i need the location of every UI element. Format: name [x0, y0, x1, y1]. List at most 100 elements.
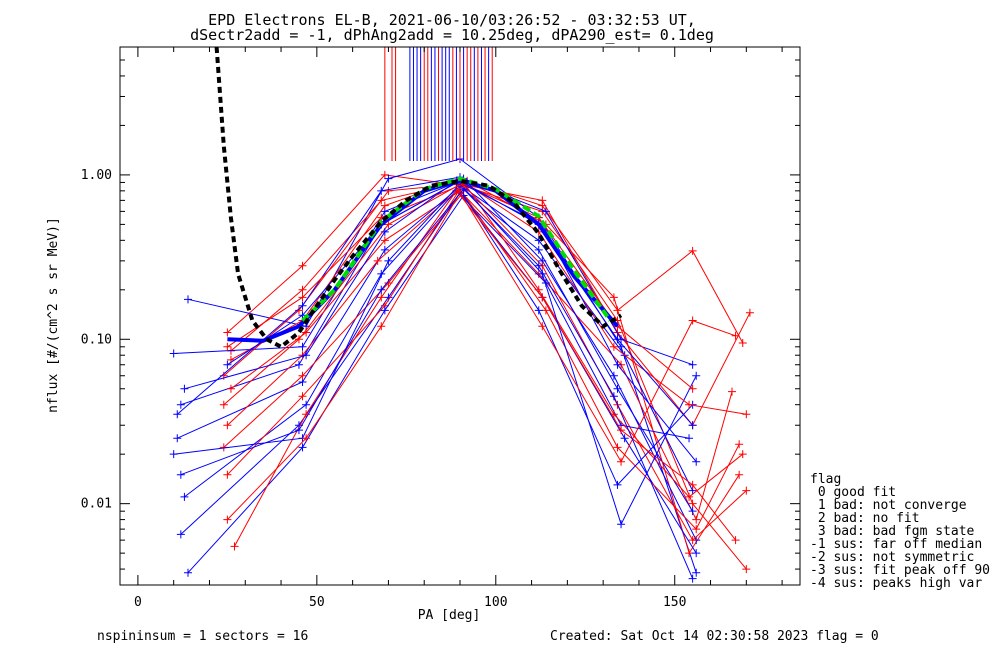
data-point — [538, 293, 547, 302]
data-point — [692, 515, 701, 524]
data-point — [377, 322, 386, 331]
series-line — [180, 188, 694, 579]
chart-title-line2: dSectr2add = -1, dPhAng2add = 10.25deg, … — [190, 26, 714, 44]
data-point — [685, 549, 694, 558]
data-point — [298, 443, 307, 452]
y-tick-label: 1.00 — [81, 168, 112, 183]
axis-layer: 0 50 100 150 0.01 0.10 1.00 — [81, 46, 800, 610]
data-point — [384, 256, 393, 265]
data-point — [298, 371, 307, 380]
data-point — [728, 387, 736, 396]
black-fit-line — [214, 47, 623, 350]
data-point — [617, 457, 626, 466]
data-point — [745, 308, 754, 317]
data-point — [377, 285, 386, 294]
data-point — [302, 351, 311, 360]
green-fit-line — [301, 176, 612, 323]
series-line — [180, 191, 697, 554]
data-point — [169, 450, 178, 459]
data-point — [384, 186, 393, 195]
chart-title-line1: EPD Electrons EL-B, 2021-06-10/03:26:52 … — [208, 11, 696, 29]
data-point — [609, 392, 618, 401]
data-point — [173, 434, 182, 443]
data-point — [384, 220, 393, 229]
y-axis-label: nflux [#/(cm^2 s sr MeV)] — [46, 217, 61, 413]
flag-legend-item: 3 bad: bad fgm state — [810, 524, 975, 539]
data-point — [377, 186, 386, 195]
data-point — [380, 170, 389, 179]
data-point — [688, 536, 697, 545]
x-tick-label: 150 — [663, 595, 686, 610]
data-point — [294, 306, 303, 315]
data-point — [298, 392, 307, 401]
data-point — [688, 574, 697, 583]
data-point — [294, 360, 303, 369]
data-point — [184, 295, 192, 304]
marker-layer — [384, 47, 493, 161]
data-point — [223, 342, 232, 351]
data-point — [738, 338, 747, 347]
data-point — [613, 480, 622, 489]
data-point — [184, 568, 192, 577]
data-point — [180, 492, 189, 501]
series-line — [227, 184, 747, 541]
fit-layer — [214, 47, 623, 350]
data-point — [692, 549, 701, 558]
data-point — [735, 440, 744, 449]
x-axis-label: PA [deg] — [418, 608, 481, 623]
flag-legend-item: -2 sus: not symmetric — [810, 550, 974, 565]
data-point — [534, 306, 543, 315]
series-line — [223, 181, 747, 415]
data-point — [302, 434, 311, 443]
data-point — [223, 360, 232, 369]
data-point — [742, 565, 751, 574]
data-point — [176, 400, 185, 409]
data-point — [738, 450, 747, 459]
series-line — [230, 180, 740, 555]
data-point — [613, 335, 622, 344]
x-tick-label: 0 — [134, 595, 142, 610]
data-point — [688, 507, 697, 516]
flag-legend-item: -4 sus: peaks high var — [810, 576, 982, 591]
data-point — [609, 293, 618, 302]
data-point — [692, 525, 701, 534]
data-point — [742, 410, 751, 419]
data-point — [380, 236, 389, 245]
y-tick-label: 0.01 — [81, 497, 112, 512]
series-line — [227, 180, 693, 426]
data-point — [688, 384, 697, 393]
data-point — [456, 188, 464, 197]
data-point — [380, 201, 389, 210]
data-point — [223, 515, 232, 524]
data-point — [731, 536, 740, 545]
series-line — [234, 189, 736, 547]
data-point — [742, 486, 751, 495]
data-point — [688, 421, 697, 430]
data-point — [688, 480, 697, 489]
x-tick-label: 50 — [309, 595, 325, 610]
data-point — [298, 285, 307, 294]
data-point — [613, 384, 622, 393]
data-point — [685, 434, 694, 443]
flag-legend-item: 0 good fit — [810, 485, 896, 500]
flag-legend-item: -1 sus: far off median — [810, 537, 982, 552]
data-point — [609, 371, 618, 380]
data-point — [298, 293, 307, 302]
data-point — [538, 322, 547, 331]
data-point — [688, 316, 697, 325]
data-point — [384, 174, 393, 183]
data-point — [380, 227, 389, 236]
data-point — [223, 421, 232, 430]
data-point — [692, 457, 701, 466]
data-point — [169, 349, 178, 358]
series-line — [223, 186, 744, 498]
data-point — [617, 426, 626, 435]
data-point — [685, 492, 694, 501]
series-line — [187, 158, 697, 573]
data-point — [380, 306, 389, 315]
data-point — [685, 400, 694, 409]
data-point — [613, 443, 622, 452]
data-point — [735, 470, 744, 479]
data-point — [230, 542, 239, 551]
